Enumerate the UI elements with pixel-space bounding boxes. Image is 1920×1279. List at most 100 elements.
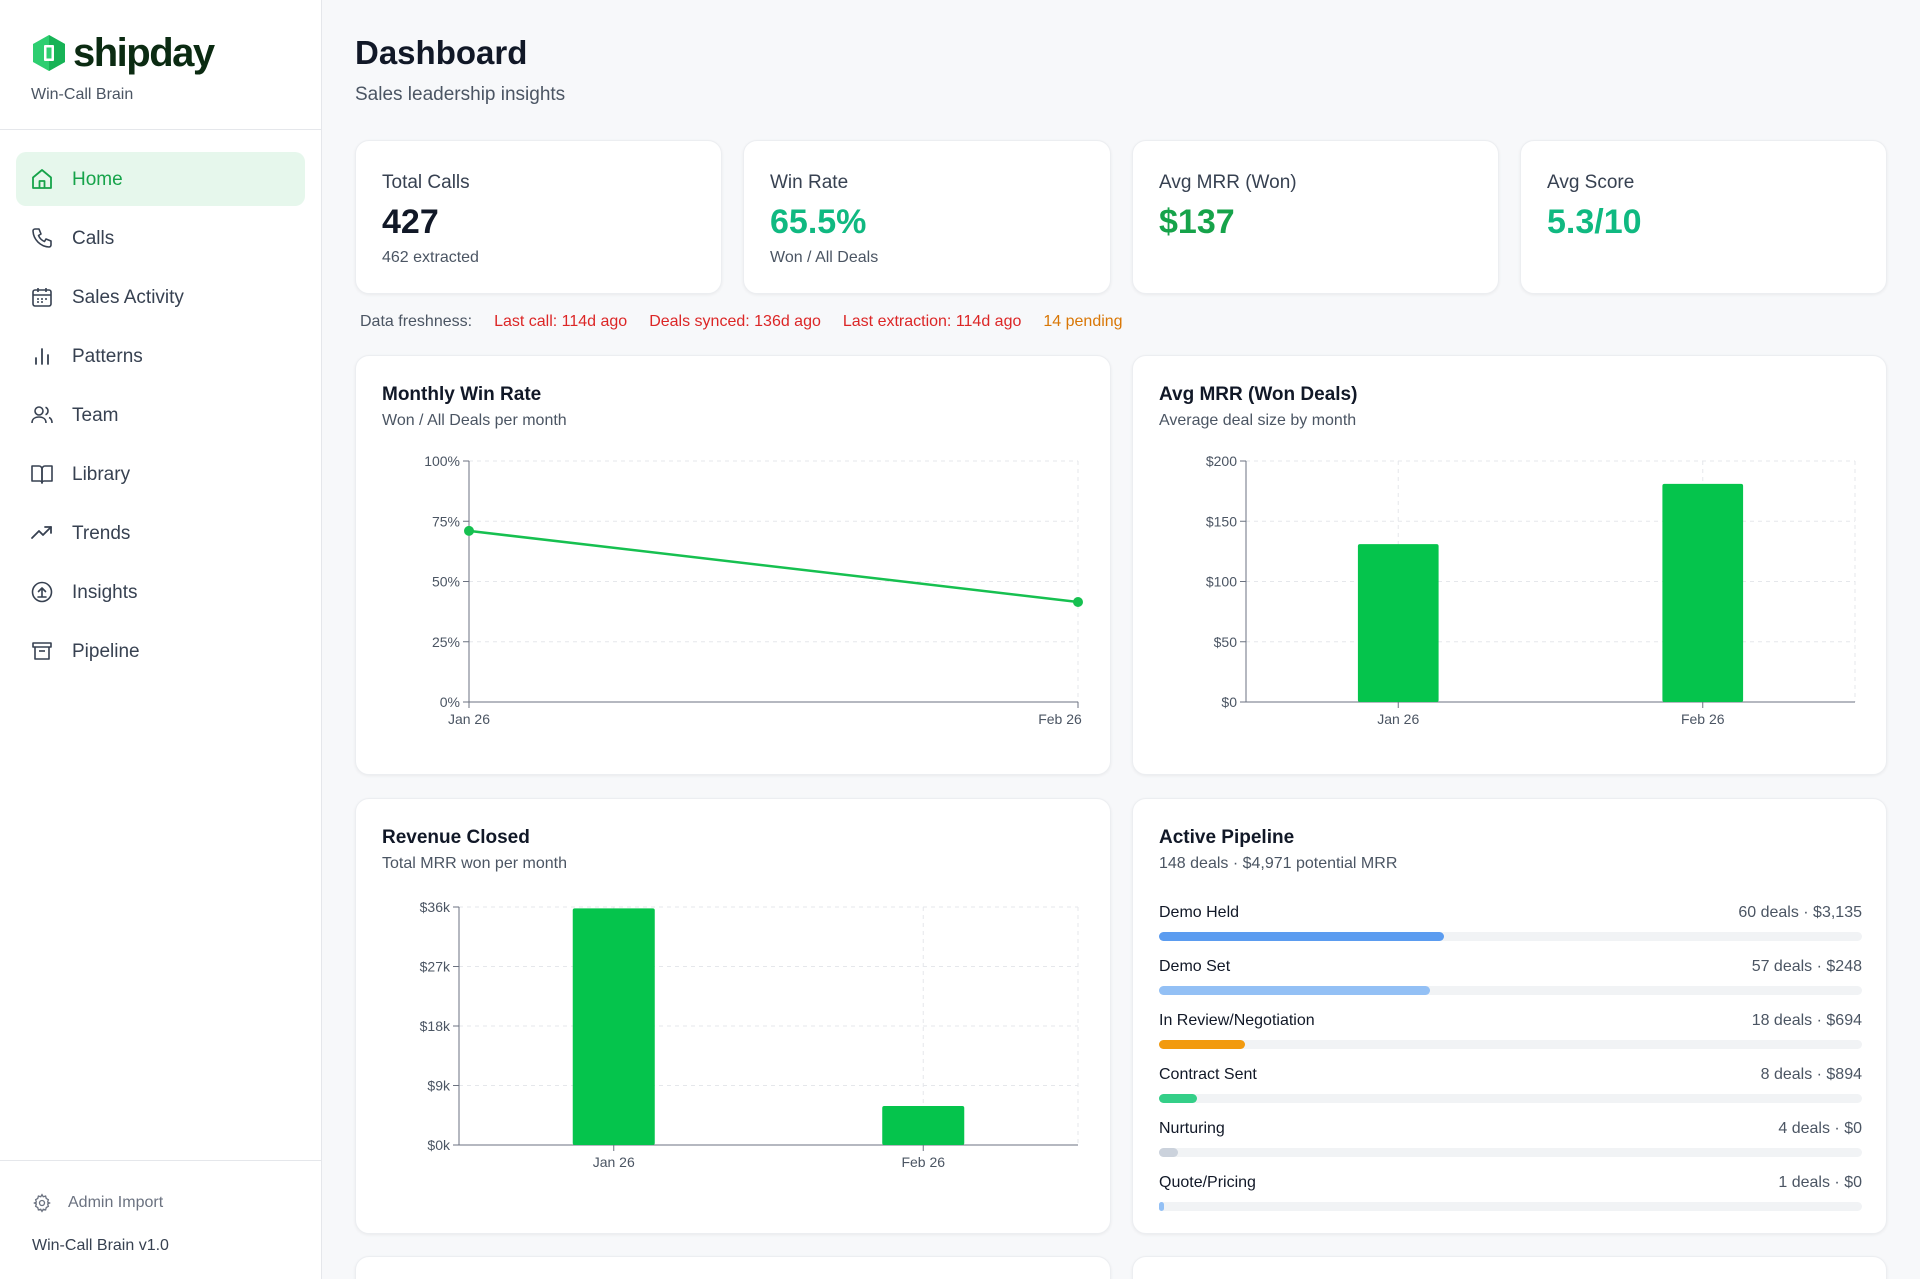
- x-tick-label: Feb 26: [901, 1154, 945, 1170]
- stage-name: In Review/Negotiation: [1159, 1012, 1315, 1029]
- stage-progress-fill: [1159, 986, 1430, 995]
- y-tick-label: $36k: [420, 899, 451, 915]
- sidebar-item-label: Trends: [72, 522, 131, 544]
- pipeline-stage-quote-pricing[interactable]: Quote/Pricing 1 deals · $0: [1159, 1174, 1862, 1211]
- stage-progress-fill: [1159, 932, 1444, 941]
- sidebar-item-calls[interactable]: Calls: [16, 211, 305, 265]
- y-tick-label: $50: [1214, 634, 1238, 650]
- data-point: [1073, 596, 1083, 607]
- stage-progress-track: [1159, 986, 1862, 995]
- stat-value: 427: [382, 203, 439, 241]
- phone-icon: [32, 228, 52, 248]
- brand-subtitle: Win-Call Brain: [31, 86, 134, 103]
- stage-meta: 18 deals · $694: [1751, 1012, 1862, 1029]
- series-line: [468, 529, 1079, 604]
- stage-name: Demo Set: [1159, 958, 1231, 975]
- stage-name: Contract Sent: [1159, 1066, 1257, 1083]
- chart-title: Monthly Win Rate: [382, 384, 542, 405]
- x-tick-label: Jan 26: [1377, 711, 1419, 727]
- sidebar-item-label: Team: [72, 404, 119, 426]
- upload-circle-icon: [31, 581, 53, 603]
- pipeline-stage-demo-set[interactable]: Demo Set 57 deals · $248: [1159, 958, 1862, 995]
- sidebar: shipday Win-Call Brain Home Calls Sales …: [0, 0, 322, 1279]
- pipeline-stage-nurturing[interactable]: Nurturing 4 deals · $0: [1159, 1120, 1862, 1157]
- stage-progress-fill: [1159, 1040, 1245, 1049]
- y-tick-label: $100: [1206, 574, 1237, 590]
- sidebar-item-home[interactable]: Home: [16, 152, 305, 206]
- sidebar-item-pipeline[interactable]: Pipeline: [16, 624, 305, 678]
- sidebar-item-insights[interactable]: Insights: [16, 565, 305, 619]
- bar-chart-icon: [35, 348, 49, 365]
- y-tick-label: 50%: [432, 574, 460, 590]
- data-point: [464, 525, 474, 536]
- stage-progress-track: [1159, 1040, 1862, 1049]
- x-tick-label: Jan 26: [448, 711, 490, 727]
- sidebar-item-label: Insights: [72, 581, 138, 603]
- trending-up-icon: [31, 526, 52, 539]
- freshness-label: Data freshness:: [360, 313, 473, 330]
- sidebar-item-label: Library: [72, 463, 131, 485]
- dashboard-card-partial-right: [1132, 1256, 1887, 1279]
- chart-subtitle: Total MRR won per month: [382, 855, 567, 872]
- sidebar-nav: Home Calls Sales Activity Patterns Team …: [0, 130, 321, 678]
- app-version: Win-Call Brain v1.0: [32, 1237, 169, 1254]
- sidebar-item-label: Home: [72, 168, 123, 190]
- revenue-closed-chart: $0k $9k $18k $27k $36k Jan 26 Feb 26: [420, 899, 1079, 1170]
- y-tick-label: 0%: [440, 694, 460, 710]
- dashboard-card-partial-left: [355, 1256, 1111, 1279]
- stage-meta: 60 deals · $3,135: [1738, 904, 1862, 921]
- chart-title: Avg MRR (Won Deals): [1159, 384, 1358, 405]
- stat-card-total-calls: Total Calls 427 462 extracted: [355, 140, 722, 294]
- pipeline-title: Active Pipeline: [1159, 827, 1295, 848]
- bar: [572, 908, 655, 1145]
- pipeline-stage-contract-sent[interactable]: Contract Sent 8 deals · $894: [1159, 1066, 1862, 1103]
- y-tick-label: $0: [1221, 694, 1237, 710]
- sidebar-item-label: Sales Activity: [72, 286, 184, 308]
- sidebar-item-trends[interactable]: Trends: [16, 506, 305, 560]
- chart-card-revenue-closed: Revenue Closed Total MRR won per month $…: [355, 798, 1111, 1234]
- home-icon: [32, 169, 52, 189]
- x-tick-label: Jan 26: [593, 1154, 635, 1170]
- stage-name: Demo Held: [1159, 904, 1240, 921]
- stage-name: Nurturing: [1159, 1120, 1225, 1137]
- y-tick-label: 25%: [432, 634, 460, 650]
- freshness-pending: 14 pending: [1043, 313, 1123, 330]
- stage-meta: 1 deals · $0: [1778, 1174, 1862, 1191]
- freshness-last-extraction: Last extraction: 114d ago: [842, 313, 1022, 330]
- logo[interactable]: shipday: [31, 30, 321, 76]
- sidebar-item-label: Pipeline: [72, 640, 140, 662]
- stage-progress-track: [1159, 1202, 1862, 1211]
- y-tick-label: $9k: [427, 1078, 451, 1094]
- stage-progress-fill: [1159, 1148, 1178, 1157]
- stat-value: 5.3/10: [1547, 203, 1642, 241]
- y-tick-label: $200: [1206, 453, 1237, 469]
- sidebar-item-library[interactable]: Library: [16, 447, 305, 501]
- archive-icon: [32, 642, 52, 660]
- stat-note: 462 extracted: [382, 249, 479, 266]
- pipeline-stage-in-review[interactable]: In Review/Negotiation 18 deals · $694: [1159, 1012, 1862, 1049]
- page-title: Dashboard: [355, 34, 528, 71]
- stat-label: Total Calls: [382, 172, 470, 193]
- sidebar-item-sales-activity[interactable]: Sales Activity: [16, 270, 305, 324]
- admin-import-label: Admin Import: [68, 1194, 164, 1211]
- sidebar-item-team[interactable]: Team: [16, 388, 305, 442]
- sidebar-item-label: Calls: [72, 227, 115, 249]
- stat-label: Win Rate: [770, 172, 849, 193]
- sidebar-item-patterns[interactable]: Patterns: [16, 329, 305, 383]
- stat-note: Won / All Deals: [770, 249, 879, 266]
- stat-card-avg-mrr: Avg MRR (Won) $137: [1132, 140, 1499, 294]
- stat-label: Avg MRR (Won): [1159, 172, 1297, 193]
- book-icon: [31, 465, 53, 484]
- users-icon: [31, 406, 53, 424]
- pipeline-stage-demo-held[interactable]: Demo Held 60 deals · $3,135: [1159, 904, 1862, 941]
- y-tick-label: $0k: [427, 1137, 451, 1153]
- y-tick-label: 75%: [432, 513, 460, 529]
- admin-import-link[interactable]: Admin Import: [32, 1193, 322, 1213]
- bar: [882, 1105, 965, 1145]
- chart-title: Revenue Closed: [382, 827, 530, 848]
- chart-subtitle: Won / All Deals per month: [382, 412, 567, 429]
- stat-value: 65.5%: [770, 203, 867, 241]
- y-tick-label: $150: [1206, 513, 1237, 529]
- stat-label: Avg Score: [1547, 172, 1635, 193]
- sidebar-footer: Admin Import Win-Call Brain v1.0: [0, 1160, 322, 1255]
